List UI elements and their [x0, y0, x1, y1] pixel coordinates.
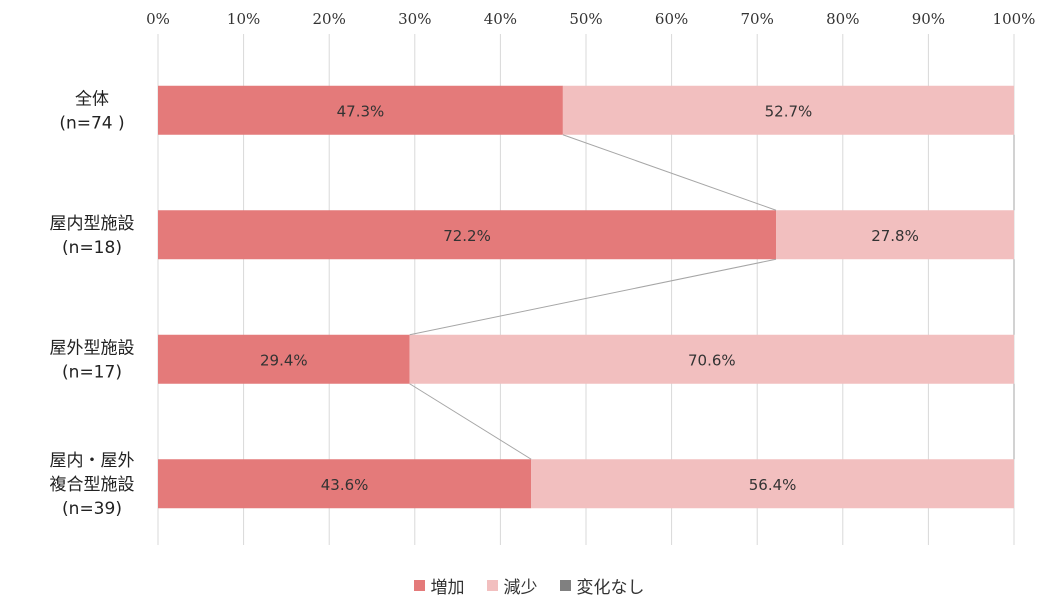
data-label: 43.6%: [321, 476, 369, 494]
x-tick-label: 40%: [484, 10, 517, 28]
legend-label: 変化なし: [576, 578, 645, 598]
bar-segment: [531, 459, 1014, 509]
x-tick-label: 30%: [398, 10, 431, 28]
bar-segment: [158, 459, 532, 509]
x-tick-label: 70%: [741, 10, 774, 28]
series-line: [562, 134, 777, 211]
legend: 増加 減少 変化なし: [0, 573, 1058, 598]
bar-segment: [158, 334, 410, 384]
bar-segment: [158, 210, 777, 260]
x-tick-label: 100%: [993, 10, 1036, 28]
x-tick-label: 90%: [912, 10, 945, 28]
legend-item: 変化なし: [559, 573, 645, 598]
data-label: 29.4%: [260, 351, 308, 369]
legend-swatch: [413, 580, 425, 591]
bar-segment: [409, 334, 1014, 384]
data-label: 52.7%: [765, 102, 813, 120]
x-tick-label: 0%: [146, 10, 170, 28]
legend-swatch: [486, 580, 498, 591]
category-label: 屋外型施設(n=17): [50, 338, 135, 382]
x-tick-label: 50%: [569, 10, 602, 28]
legend-item: 減少: [486, 573, 538, 598]
bar-segment: [158, 85, 563, 135]
legend-label: 増加: [430, 578, 465, 598]
bar-segment: [562, 85, 1014, 135]
x-tick-label: 80%: [826, 10, 859, 28]
bar-segment: [776, 210, 1014, 260]
data-label: 27.8%: [871, 227, 919, 245]
x-tick-label: 60%: [655, 10, 688, 28]
legend-label: 減少: [503, 578, 538, 598]
x-tick-label: 20%: [313, 10, 346, 28]
data-label: 72.2%: [443, 227, 491, 245]
legend-item: 増加: [413, 573, 465, 598]
x-tick-label: 10%: [227, 10, 260, 28]
legend-swatch: [559, 580, 571, 591]
category-label: 屋内・屋外複合型施設(n=39): [50, 451, 135, 519]
series-line: [409, 258, 777, 336]
data-label: 70.6%: [688, 351, 736, 369]
data-label: 47.3%: [337, 102, 385, 120]
data-label: 56.4%: [749, 476, 797, 494]
series-line: [409, 383, 532, 460]
category-label: 全体(n=74 ): [59, 89, 124, 133]
category-label: 屋内型施設(n=18): [50, 214, 135, 258]
